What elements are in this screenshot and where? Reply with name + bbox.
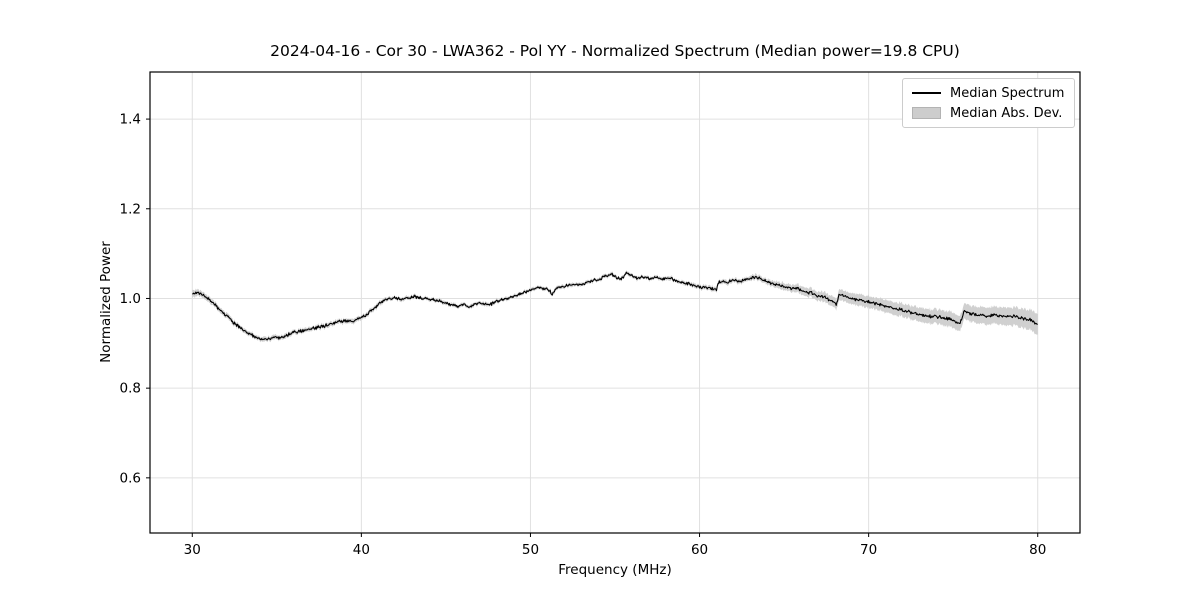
x-tick-label: 70 <box>860 542 877 558</box>
gridlines <box>150 72 1080 533</box>
legend: Median Spectrum Median Abs. Dev. <box>902 78 1075 128</box>
x-tick-label: 60 <box>691 542 708 558</box>
x-tick-label: 30 <box>184 542 201 558</box>
patch-sample-icon <box>912 107 941 119</box>
y-tick-label: 1.2 <box>120 201 141 217</box>
x-tick-label: 40 <box>353 542 370 558</box>
y-tick-label: 1.0 <box>120 291 141 307</box>
legend-label-median-abs-dev: Median Abs. Dev. <box>950 105 1063 121</box>
plot-frame <box>149 71 1081 534</box>
axis-ticks: 30 40 50 60 70 80 0.6 0.8 1.0 1.2 1.4 <box>120 112 1047 558</box>
median-spectrum-line <box>192 271 1038 341</box>
x-tick-label: 80 <box>1029 542 1046 558</box>
legend-label-median-spectrum: Median Spectrum <box>950 85 1065 101</box>
chart-title: 2024-04-16 - Cor 30 - LWA362 - Pol YY - … <box>270 42 960 60</box>
y-tick-label: 1.4 <box>120 112 141 128</box>
y-tick-label: 0.8 <box>120 381 141 397</box>
line-sample-icon <box>912 92 941 94</box>
legend-entry-median-spectrum: Median Spectrum <box>912 84 1065 102</box>
y-tick-label: 0.6 <box>120 470 141 486</box>
x-axis-label: Frequency (MHz) <box>558 562 672 578</box>
mad-band <box>192 270 1038 343</box>
y-axis-label: Normalized Power <box>98 241 114 363</box>
legend-entry-median-abs-dev: Median Abs. Dev. <box>912 104 1065 122</box>
x-tick-label: 50 <box>522 542 539 558</box>
